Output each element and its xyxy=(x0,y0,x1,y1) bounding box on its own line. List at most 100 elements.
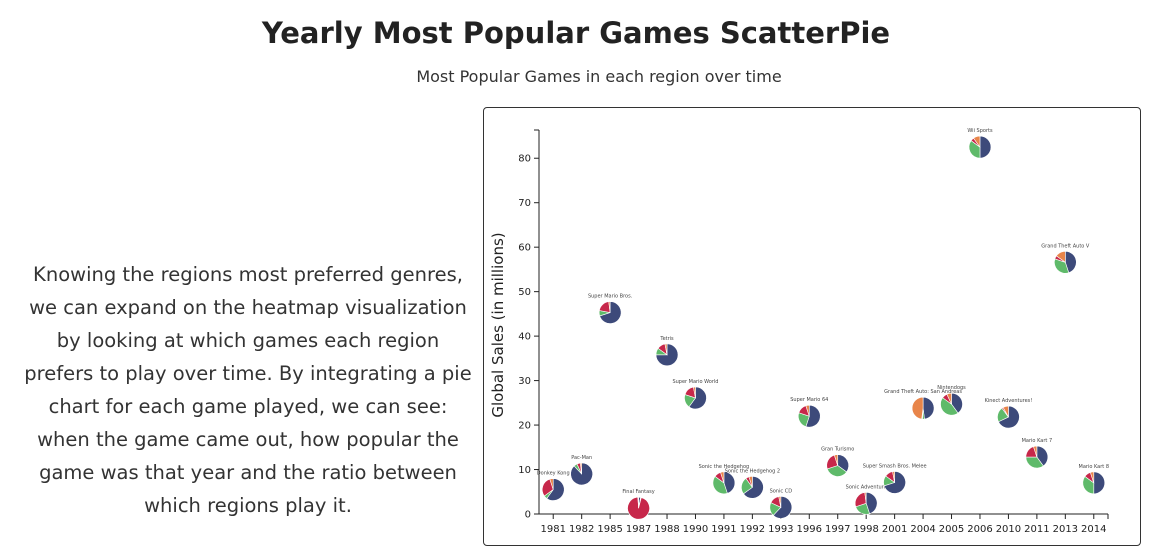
pie-marker: Mario Kart 7 xyxy=(1022,438,1053,469)
x-tick-label: 1985 xyxy=(597,524,622,535)
pie-slice-other xyxy=(579,462,582,475)
pie-slice-other xyxy=(1033,445,1038,458)
pie-slice-other xyxy=(1089,471,1095,483)
x-tick-label: 1981 xyxy=(540,524,565,535)
game-label: Super Mario Bros. xyxy=(588,294,633,300)
y-tick-label: 40 xyxy=(518,332,531,343)
game-label: Grand Theft Auto: San Andreas xyxy=(884,389,962,395)
pie-slice-other xyxy=(1056,250,1066,263)
pie-slice-na xyxy=(1065,250,1077,274)
pie-slice-other xyxy=(805,404,810,417)
x-tick-label: 2006 xyxy=(967,524,992,535)
pie-slice-eu xyxy=(1082,475,1095,495)
x-tick-label: 1998 xyxy=(853,524,878,535)
game-label: Final Fantasy xyxy=(622,489,654,495)
pie-slice-na xyxy=(772,496,793,519)
game-label: Mario Kart 7 xyxy=(1022,438,1053,444)
pie-marker: Super Mario World xyxy=(672,379,718,410)
pie-marker: Super Smash Bros. Melee xyxy=(863,463,927,494)
game-label: Tetris xyxy=(659,336,674,342)
x-tick-label: 2004 xyxy=(910,524,935,535)
x-tick-label: 2005 xyxy=(939,524,964,535)
pie-slice-other xyxy=(664,343,668,355)
pie-slice-other xyxy=(693,386,696,398)
y-tick-label: 70 xyxy=(518,198,531,209)
pie-marker: Final Fantasy xyxy=(622,489,655,520)
pie-slice-na xyxy=(998,405,1020,429)
pie-slice-na xyxy=(1036,445,1049,467)
pie-marker: Donkey Kong xyxy=(537,471,570,501)
description-text: Knowing the regions most preferred genre… xyxy=(24,263,472,517)
game-label: Sonic the Hedgehog 2 xyxy=(725,468,780,474)
x-tick-label: 2013 xyxy=(1053,524,1078,535)
x-tick-label: 1988 xyxy=(654,524,679,535)
pie-marker: Sonic Adventure xyxy=(846,484,887,515)
game-label: Mario Kart 8 xyxy=(1079,464,1110,470)
pie-slice-eu xyxy=(968,140,981,159)
game-label: Sonic the Hedgehog xyxy=(699,464,750,470)
game-label: Grand Theft Auto V xyxy=(1041,243,1090,249)
pie-slice-other xyxy=(748,476,753,488)
x-tick-label: 2001 xyxy=(882,524,907,535)
pie-slice-na xyxy=(837,454,849,473)
pie-slice-other xyxy=(833,454,839,466)
game-label: Wii Sports xyxy=(967,128,993,134)
x-tick-label: 2010 xyxy=(996,524,1021,535)
game-label: Gran Turismo xyxy=(821,447,854,453)
pie-slice-other xyxy=(549,478,554,490)
pie-slice-na xyxy=(688,386,707,410)
x-tick-label: 1987 xyxy=(626,524,651,535)
pie-slice-na xyxy=(922,396,935,420)
pie-slice-other xyxy=(946,392,952,405)
pie-slice-other xyxy=(778,496,782,508)
pie-slice-na xyxy=(743,476,764,499)
pie-slice-na xyxy=(865,492,878,515)
pie-slice-jp xyxy=(598,301,611,313)
y-tick-label: 10 xyxy=(518,465,531,476)
pie-slice-eu xyxy=(1025,456,1044,469)
game-label: Sonic Adventure xyxy=(846,484,887,490)
y-tick-label: 60 xyxy=(518,243,531,254)
page-title: Yearly Most Popular Games ScatterPie xyxy=(261,16,891,50)
pie-marker: Super Mario Bros. xyxy=(588,294,633,324)
pie-slice-na xyxy=(979,135,992,159)
pie-marker: Sonic the Hedgehog xyxy=(699,464,750,495)
pie-marker: Nintendogs xyxy=(937,385,966,416)
x-tick-label: 2011 xyxy=(1024,524,1049,535)
pie-marker: Super Mario 64 xyxy=(790,397,828,428)
y-tick-label: 0 xyxy=(525,510,531,521)
x-tick-label: 1982 xyxy=(569,524,594,535)
x-tick-label: 1993 xyxy=(768,524,793,535)
pie-slice-eu xyxy=(712,475,728,495)
game-label: Pac-Man xyxy=(571,455,592,461)
game-label: Sonic CD xyxy=(770,488,793,494)
x-tick-label: 1996 xyxy=(797,524,822,535)
pie-slice-other xyxy=(973,135,981,149)
pie-marker: Sonic the Hedgehog 2 xyxy=(725,468,780,499)
y-tick-label: 30 xyxy=(518,376,531,387)
pie-slice-na xyxy=(951,392,963,414)
game-label: Nintendogs xyxy=(937,385,966,391)
game-label: Super Mario World xyxy=(672,379,718,385)
y-tick-label: 20 xyxy=(518,421,531,432)
pie-marker: Tetris xyxy=(655,336,679,367)
pie-slice-na xyxy=(1093,471,1105,495)
page-subtitle: Most Popular Games in each region over t… xyxy=(416,67,782,86)
chart-card: 0 10 20 30 40 50 60 70 80 1981 1982 1985 1987 1988 199… xyxy=(483,107,1141,546)
pie-slice-other xyxy=(864,492,867,504)
pie-slice-na xyxy=(546,478,565,501)
pie-slice-other xyxy=(637,496,639,509)
pie-marker: Grand Theft Auto V xyxy=(1041,243,1090,274)
game-label: Kinect Adventures! xyxy=(985,398,1033,404)
pie-slice-eu xyxy=(940,397,959,416)
pie-marker: Pac-Man xyxy=(570,455,593,486)
x-tick-label: 1991 xyxy=(711,524,736,535)
pie-slice-other xyxy=(892,471,895,483)
pie-slice-other xyxy=(1002,405,1009,418)
x-tick-label: 1997 xyxy=(825,524,850,535)
x-tick-label: 2014 xyxy=(1081,524,1106,535)
pie-slice-other xyxy=(608,301,611,313)
scatterpie-chart: 0 10 20 30 40 50 60 70 80 1981 1982 1985 1987 1988 199… xyxy=(489,128,1110,535)
game-label: Super Smash Bros. Melee xyxy=(863,463,927,469)
x-tick-label: 1990 xyxy=(683,524,708,535)
